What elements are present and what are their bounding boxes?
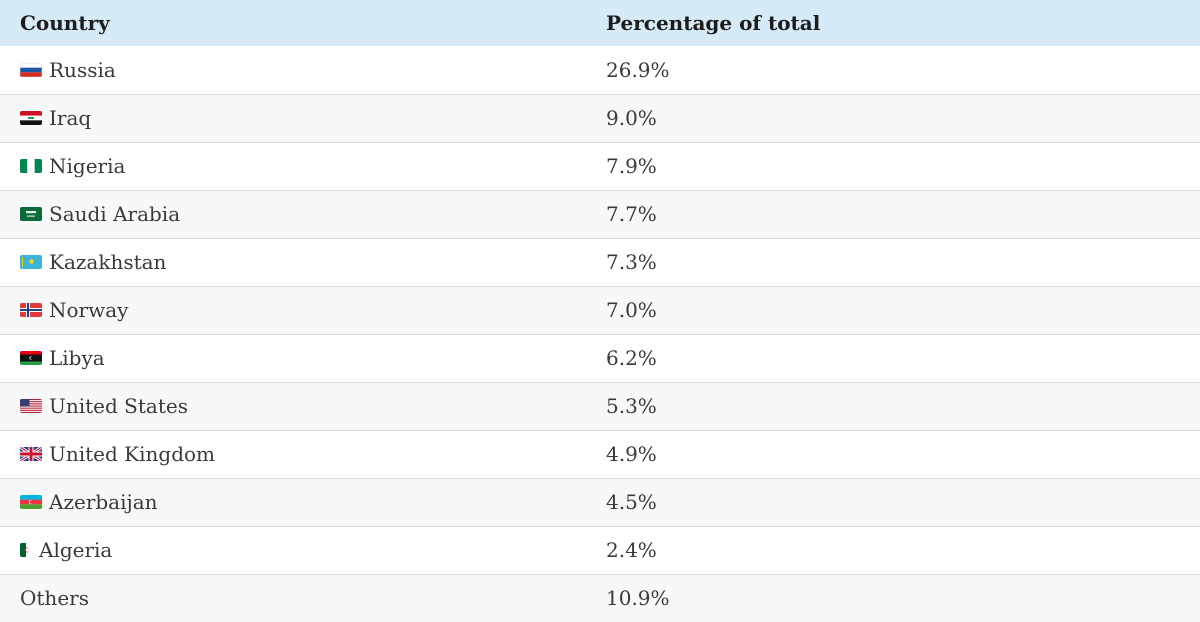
- russia-flag-icon: [20, 62, 42, 77]
- country-name: Kazakhstan: [49, 250, 167, 274]
- iraq-flag-icon: [20, 111, 42, 125]
- percentage-cell: 7.7%: [606, 202, 657, 226]
- percentage-cell: 2.4%: [606, 538, 657, 562]
- country-name: Others: [20, 586, 89, 611]
- azerbaijan-flag-icon: [20, 495, 42, 509]
- country-name: Russia: [49, 57, 116, 82]
- kazakhstan-flag-icon: [20, 255, 42, 269]
- country-cell: Saudi Arabia: [0, 190, 586, 238]
- country-cell: United Kingdom: [0, 430, 586, 478]
- percentage-cell: 4.5%: [606, 490, 657, 514]
- table-row: Algeria 2.4%: [0, 526, 1200, 574]
- country-cell: United States: [0, 382, 586, 430]
- country-name: Libya: [49, 346, 105, 370]
- country-name: Algeria: [39, 538, 113, 562]
- country-name: United Kingdom: [49, 442, 215, 466]
- table-row: Kazakhstan 7.3%: [0, 238, 1200, 286]
- percentage-cell: 7.0%: [606, 298, 657, 322]
- percentage-cell: 26.9%: [606, 57, 670, 82]
- table-row: Azerbaijan 4.5%: [0, 478, 1200, 526]
- percentage-cell: 7.3%: [606, 250, 657, 274]
- country-cell: Russia: [0, 46, 586, 94]
- country-cell: Libya: [0, 334, 586, 382]
- table-row: Saudi Arabia 7.7%: [0, 190, 1200, 238]
- table-row: Libya 6.2%: [0, 334, 1200, 382]
- percentage-cell: 4.9%: [606, 442, 657, 466]
- country-name: Norway: [49, 298, 129, 322]
- percentage-column-header: Percentage of total: [606, 11, 821, 35]
- percentage-cell: 7.9%: [606, 154, 657, 178]
- country-name: Saudi Arabia: [49, 202, 181, 226]
- country-cell: Kazakhstan: [0, 238, 586, 286]
- united-states-flag-icon: [20, 399, 42, 413]
- country-name: Azerbaijan: [49, 490, 158, 514]
- percentage-cell: 5.3%: [606, 394, 657, 418]
- percentage-cell: 9.0%: [606, 106, 657, 130]
- country-cell: Iraq: [0, 94, 586, 142]
- country-name: Iraq: [49, 106, 92, 130]
- country-name: Nigeria: [49, 154, 126, 178]
- table-row: Iraq 9.0%: [0, 94, 1200, 142]
- table-row: United States 5.3%: [0, 382, 1200, 430]
- percentage-cell: 10.9%: [606, 586, 670, 611]
- table-row: Russia 26.9%: [0, 46, 1200, 94]
- percentage-cell: 6.2%: [606, 346, 657, 370]
- algeria-flag-icon: [20, 543, 32, 557]
- united-kingdom-flag-icon: [20, 447, 42, 461]
- table-row: United Kingdom 4.9%: [0, 430, 1200, 478]
- country-cell: Nigeria: [0, 142, 586, 190]
- country-name: United States: [49, 394, 188, 418]
- libya-flag-icon: [20, 351, 42, 365]
- saudi-arabia-flag-icon: [20, 207, 42, 221]
- norway-flag-icon: [20, 303, 42, 317]
- country-column-header: Country: [20, 11, 110, 35]
- table-row: Others 10.9%: [0, 574, 1200, 622]
- table-row: Norway 7.0%: [0, 286, 1200, 334]
- header-row: Country Percentage of total: [0, 0, 1200, 46]
- country-cell: Others: [0, 574, 586, 622]
- country-cell: Algeria: [0, 526, 586, 574]
- country-cell: Azerbaijan: [0, 478, 586, 526]
- table-header: Country Percentage of total: [0, 0, 1200, 46]
- country-cell: Norway: [0, 286, 586, 334]
- table-row: Nigeria 7.9%: [0, 142, 1200, 190]
- nigeria-flag-icon: [20, 159, 42, 173]
- table-body: Russia 26.9% Iraq 9.0% Nigeria 7.9% Saud…: [0, 46, 1200, 622]
